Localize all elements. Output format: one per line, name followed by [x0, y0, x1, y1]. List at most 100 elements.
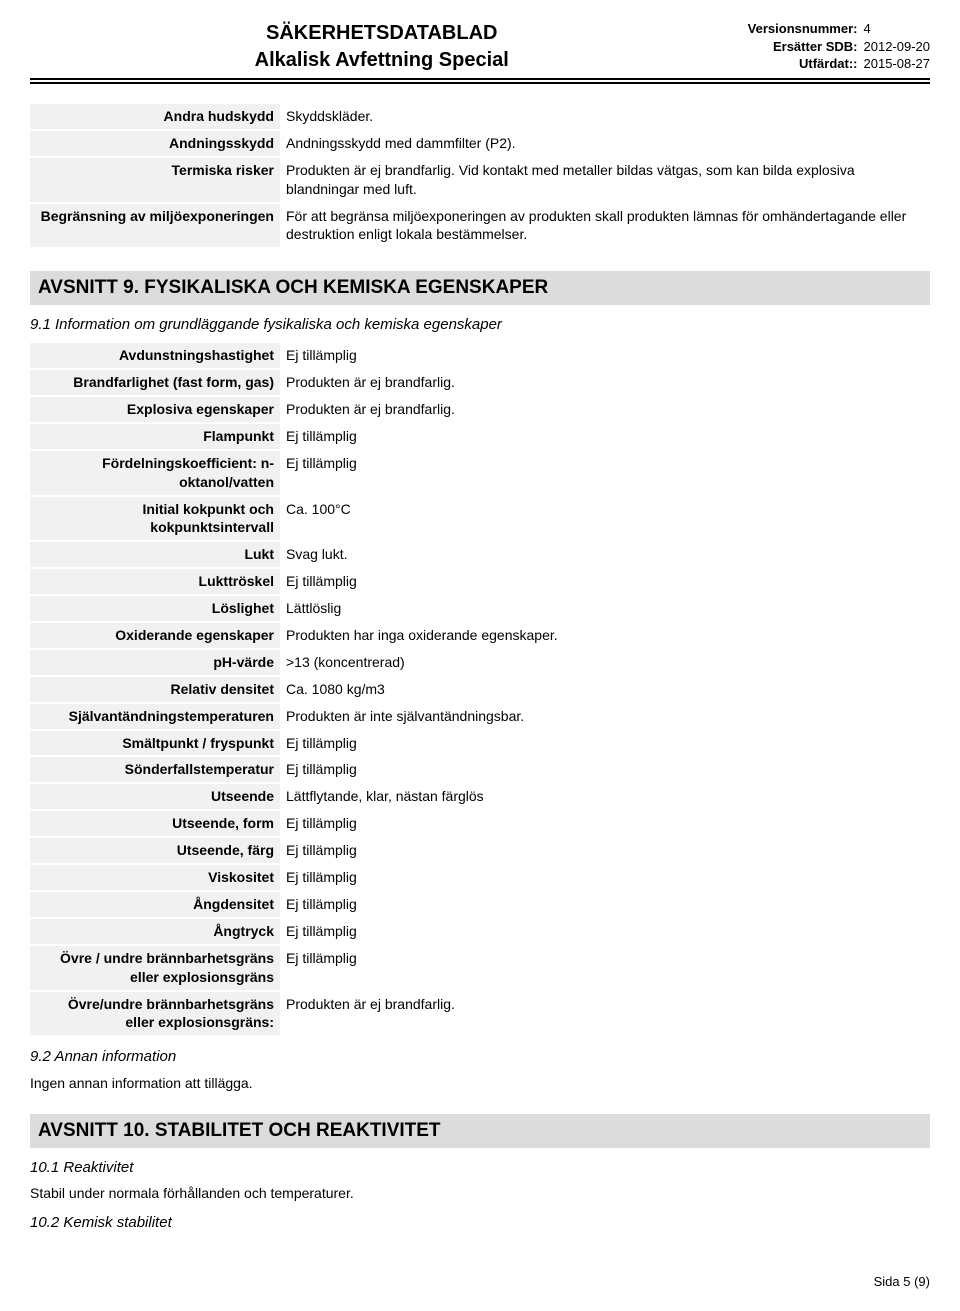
- property-label: Brandfarlighet (fast form, gas): [30, 370, 280, 395]
- property-label: Utseende: [30, 784, 280, 809]
- property-value: Ej tillämplig: [280, 451, 930, 495]
- property-value: Svag lukt.: [280, 542, 930, 567]
- property-value: Ej tillämplig: [280, 731, 930, 756]
- table-row: Utseende, färgEj tillämplig: [30, 838, 930, 863]
- table-row: Termiska riskerProdukten är ej brandfarl…: [30, 158, 930, 202]
- property-label: Flampunkt: [30, 424, 280, 449]
- property-value: Ej tillämplig: [280, 838, 930, 863]
- property-label: Övre/undre brännbarhetsgräns eller explo…: [30, 992, 280, 1036]
- property-value: Ej tillämplig: [280, 424, 930, 449]
- table-row: AndningsskyddAndningsskydd med dammfilte…: [30, 131, 930, 156]
- property-value: Produkten är ej brandfarlig.: [280, 370, 930, 395]
- property-label: Initial kokpunkt och kokpunktsintervall: [30, 497, 280, 541]
- property-value: Lättlöslig: [280, 596, 930, 621]
- property-value: Lättflytande, klar, nästan färglös: [280, 784, 930, 809]
- section-9-1-subheading: 9.1 Information om grundläggande fysikal…: [30, 315, 930, 335]
- property-label: Avdunstningshastighet: [30, 343, 280, 368]
- header-divider: [30, 82, 930, 84]
- table-row: Fördelningskoefficient: n-oktanol/vatten…: [30, 451, 930, 495]
- section-9-2-text: Ingen annan information att tillägga.: [30, 1074, 930, 1093]
- meta-value: 2015-08-27: [864, 55, 931, 73]
- property-value: Ca. 100°C: [280, 497, 930, 541]
- table-row: AvdunstningshastighetEj tillämplig: [30, 343, 930, 368]
- section-9-table: AvdunstningshastighetEj tillämpligBrandf…: [30, 341, 930, 1037]
- property-label: Löslighet: [30, 596, 280, 621]
- property-label: Lukt: [30, 542, 280, 567]
- property-value: Ej tillämplig: [280, 343, 930, 368]
- table-row: SönderfallstemperaturEj tillämplig: [30, 757, 930, 782]
- property-label: Utseende, form: [30, 811, 280, 836]
- property-value: Andningsskydd med dammfilter (P2).: [280, 131, 930, 156]
- meta-label: Utfärdat::: [734, 55, 864, 73]
- property-label: Sönderfallstemperatur: [30, 757, 280, 782]
- meta-row: Utfärdat:: 2015-08-27: [734, 55, 931, 73]
- document-header: SÄKERHETSDATABLAD Alkalisk Avfettning Sp…: [30, 20, 930, 80]
- property-label: Oxiderande egenskaper: [30, 623, 280, 648]
- table-row: LöslighetLättlöslig: [30, 596, 930, 621]
- property-value: Produkten är ej brandfarlig.: [280, 397, 930, 422]
- property-value: Ej tillämplig: [280, 811, 930, 836]
- property-label: Utseende, färg: [30, 838, 280, 863]
- table-row: Initial kokpunkt och kokpunktsintervallC…: [30, 497, 930, 541]
- table-row: Övre/undre brännbarhetsgräns eller explo…: [30, 992, 930, 1036]
- meta-value: 2012-09-20: [864, 38, 931, 56]
- property-label: Viskositet: [30, 865, 280, 890]
- property-value: För att begränsa miljöexponeringen av pr…: [280, 204, 930, 248]
- table-row: SjälvantändningstemperaturenProdukten är…: [30, 704, 930, 729]
- table-row: Andra hudskyddSkyddskläder.: [30, 104, 930, 129]
- header-title-1: SÄKERHETSDATABLAD: [30, 20, 734, 47]
- meta-row: Versionsnummer: 4: [734, 20, 931, 38]
- table-row: UtseendeLättflytande, klar, nästan färgl…: [30, 784, 930, 809]
- table-row: Smältpunkt / fryspunktEj tillämplig: [30, 731, 930, 756]
- table-row: Begränsning av miljöexponeringenFör att …: [30, 204, 930, 248]
- property-value: Ej tillämplig: [280, 569, 930, 594]
- table-row: LuktSvag lukt.: [30, 542, 930, 567]
- section-10-2-subheading: 10.2 Kemisk stabilitet: [30, 1213, 930, 1233]
- property-value: Ej tillämplig: [280, 757, 930, 782]
- table-row: Relativ densitetCa. 1080 kg/m3: [30, 677, 930, 702]
- property-label: Explosiva egenskaper: [30, 397, 280, 422]
- section-10-heading: AVSNITT 10. STABILITET OCH REAKTIVITET: [30, 1114, 930, 1148]
- property-label: Andningsskydd: [30, 131, 280, 156]
- property-label: Lukttröskel: [30, 569, 280, 594]
- property-label: Ångtryck: [30, 919, 280, 944]
- property-value: Ej tillämplig: [280, 865, 930, 890]
- property-value: Ca. 1080 kg/m3: [280, 677, 930, 702]
- property-value: Skyddskläder.: [280, 104, 930, 129]
- table-row: ViskositetEj tillämplig: [30, 865, 930, 890]
- table-row: pH-värde>13 (koncentrerad): [30, 650, 930, 675]
- property-label: Begränsning av miljöexponeringen: [30, 204, 280, 248]
- property-value: Produkten är ej brandfarlig. Vid kontakt…: [280, 158, 930, 202]
- property-label: Andra hudskydd: [30, 104, 280, 129]
- intro-table: Andra hudskyddSkyddskläder.Andningsskydd…: [30, 102, 930, 249]
- header-title-2: Alkalisk Avfettning Special: [30, 47, 734, 74]
- table-row: ÅngdensitetEj tillämplig: [30, 892, 930, 917]
- property-value: Produkten är ej brandfarlig.: [280, 992, 930, 1036]
- table-row: ÅngtryckEj tillämplig: [30, 919, 930, 944]
- table-row: Explosiva egenskaperProdukten är ej bran…: [30, 397, 930, 422]
- property-value: Produkten har inga oxiderande egenskaper…: [280, 623, 930, 648]
- table-row: Brandfarlighet (fast form, gas)Produkten…: [30, 370, 930, 395]
- section-9-2-subheading: 9.2 Annan information: [30, 1047, 930, 1067]
- section-10-1-subheading: 10.1 Reaktivitet: [30, 1158, 930, 1178]
- header-title-block: SÄKERHETSDATABLAD Alkalisk Avfettning Sp…: [30, 20, 734, 74]
- property-label: Smältpunkt / fryspunkt: [30, 731, 280, 756]
- property-label: Övre / undre brännbarhetsgräns eller exp…: [30, 946, 280, 990]
- property-value: Produkten är inte självantändningsbar.: [280, 704, 930, 729]
- property-label: Fördelningskoefficient: n-oktanol/vatten: [30, 451, 280, 495]
- page-footer: Sida 5 (9): [30, 1273, 930, 1291]
- property-value: >13 (koncentrerad): [280, 650, 930, 675]
- property-label: pH-värde: [30, 650, 280, 675]
- meta-value: 4: [864, 20, 871, 38]
- section-10-1-text: Stabil under normala förhållanden och te…: [30, 1184, 930, 1203]
- table-row: Oxiderande egenskaperProdukten har inga …: [30, 623, 930, 648]
- property-label: Självantändningstemperaturen: [30, 704, 280, 729]
- header-meta: Versionsnummer: 4 Ersätter SDB: 2012-09-…: [734, 20, 931, 73]
- section-9-heading: AVSNITT 9. FYSIKALISKA OCH KEMISKA EGENS…: [30, 271, 930, 305]
- meta-row: Ersätter SDB: 2012-09-20: [734, 38, 931, 56]
- table-row: Övre / undre brännbarhetsgräns eller exp…: [30, 946, 930, 990]
- table-row: LukttröskelEj tillämplig: [30, 569, 930, 594]
- property-value: Ej tillämplig: [280, 892, 930, 917]
- table-row: FlampunktEj tillämplig: [30, 424, 930, 449]
- property-value: Ej tillämplig: [280, 946, 930, 990]
